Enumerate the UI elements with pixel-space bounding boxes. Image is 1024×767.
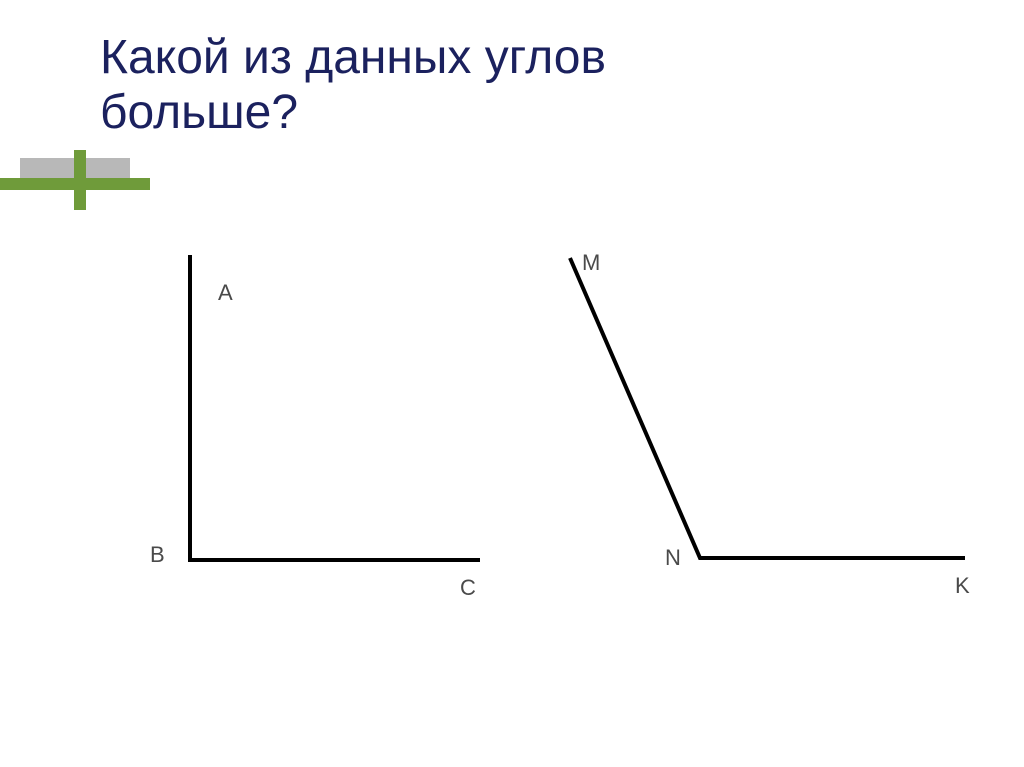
angles-diagram (0, 0, 1024, 767)
point-label-n: N (665, 545, 681, 571)
point-label-b: B (150, 542, 165, 568)
slide: Какой из данных углов больше? A B C M N … (0, 0, 1024, 767)
angle-mnk (570, 258, 965, 558)
point-label-a: A (218, 280, 233, 306)
point-label-c: C (460, 575, 476, 601)
point-label-m: M (582, 250, 600, 276)
angle-abc (190, 255, 480, 560)
point-label-k: K (955, 573, 970, 599)
